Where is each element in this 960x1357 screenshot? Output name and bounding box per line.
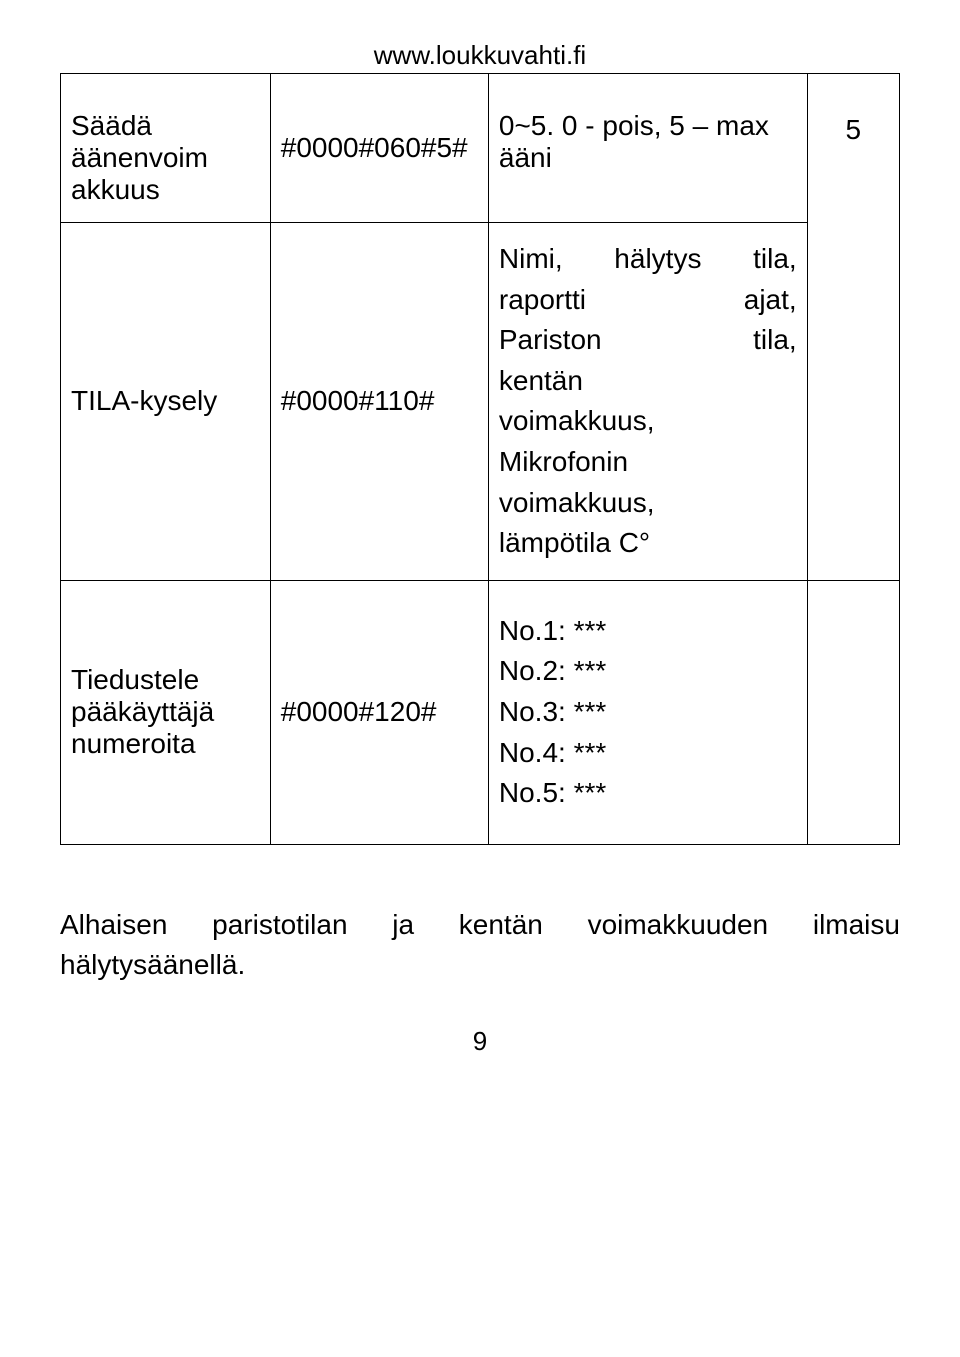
text: tila, bbox=[753, 239, 797, 280]
command-table: Säädä äänenvoim akkuus #0000#060#5# 0~5.… bbox=[60, 73, 900, 845]
text: Nimi, bbox=[499, 239, 563, 280]
cell-desc: 0~5. 0 - pois, 5 – max ääni bbox=[488, 74, 807, 223]
text: voimakkuus, bbox=[499, 483, 797, 524]
cell-desc: No.1: *** No.2: *** No.3: *** No.4: *** … bbox=[488, 580, 807, 844]
text: paristotilan bbox=[212, 905, 347, 946]
cell-value bbox=[807, 580, 899, 844]
header-url: www.loukkuvahti.fi bbox=[60, 40, 900, 71]
text: ja bbox=[392, 905, 414, 946]
cell-code: #0000#120# bbox=[270, 580, 488, 844]
text: No.4: *** bbox=[499, 733, 797, 774]
cell-desc: Nimi, hälytys tila, raportti ajat, Paris… bbox=[488, 223, 807, 581]
text: hälytysäänellä. bbox=[60, 945, 900, 986]
table-row: Tiedustele pääkäyttäjä numeroita #0000#1… bbox=[61, 580, 900, 844]
cell-label: Tiedustele pääkäyttäjä numeroita bbox=[61, 580, 271, 844]
text: voimakkuuden bbox=[588, 905, 769, 946]
page-number: 9 bbox=[60, 1026, 900, 1057]
text: hälytys bbox=[614, 239, 701, 280]
cell-code: #0000#110# bbox=[270, 223, 488, 581]
text: Mikrofonin bbox=[499, 442, 797, 483]
text: Pariston bbox=[499, 320, 602, 361]
text: Alhaisen bbox=[60, 905, 167, 946]
bottom-paragraph: Alhaisen paristotilan ja kentän voimakku… bbox=[60, 905, 900, 986]
text: No.5: *** bbox=[499, 773, 797, 814]
text: ajat, bbox=[744, 280, 797, 321]
text: ilmaisu bbox=[813, 905, 900, 946]
cell-label: Säädä äänenvoim akkuus bbox=[61, 74, 271, 223]
cell-code: #0000#060#5# bbox=[270, 74, 488, 223]
text: raportti bbox=[499, 280, 586, 321]
text: No.2: *** bbox=[499, 651, 797, 692]
text: lämpötila C° bbox=[499, 523, 797, 564]
cell-label: TILA-kysely bbox=[61, 223, 271, 581]
text: tila, bbox=[753, 320, 797, 361]
text: No.3: *** bbox=[499, 692, 797, 733]
text: kentän bbox=[499, 361, 797, 402]
text: No.1: *** bbox=[499, 611, 797, 652]
cell-value: 5 bbox=[807, 74, 899, 581]
table-row: TILA-kysely #0000#110# Nimi, hälytys til… bbox=[61, 223, 900, 581]
text: kentän bbox=[459, 905, 543, 946]
text: voimakkuus, bbox=[499, 401, 797, 442]
table-row: Säädä äänenvoim akkuus #0000#060#5# 0~5.… bbox=[61, 74, 900, 223]
